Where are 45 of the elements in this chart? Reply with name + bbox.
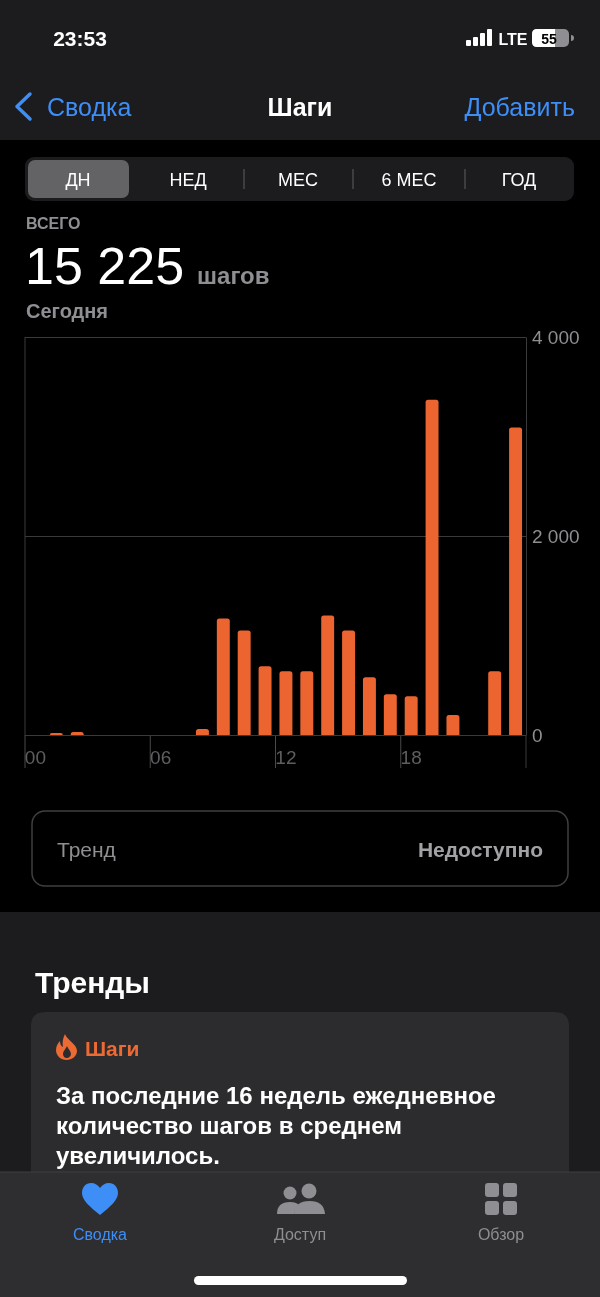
- x-tick-label: 12: [275, 747, 297, 768]
- bar: [321, 615, 335, 735]
- bar: [216, 618, 230, 735]
- bar: [300, 671, 314, 735]
- bar: [279, 671, 293, 735]
- text: За последние 16 недель ежедневное количество шагов в среднем увеличилось.: [56, 1082, 496, 1169]
- x-tick-label: 06: [150, 747, 172, 768]
- bar: [509, 427, 523, 735]
- text: Шаги: [85, 1037, 140, 1060]
- text: Обзор: [477, 1226, 525, 1243]
- bar: [237, 630, 251, 735]
- text: Добавить: [464, 93, 575, 121]
- text: 6 МЕС: [381, 170, 437, 190]
- text: Сегодня: [26, 300, 109, 322]
- text: 23:53: [53, 27, 107, 50]
- bar: [383, 694, 397, 735]
- x-tick-label: 00: [24, 747, 47, 768]
- text: Сводка: [72, 1226, 128, 1243]
- text: ВСЕГО: [26, 215, 81, 232]
- text: шагов: [197, 262, 270, 289]
- bar: [258, 666, 272, 735]
- text: Тренд: [57, 838, 116, 861]
- text: Недоступно: [417, 838, 543, 861]
- bar: [195, 729, 209, 735]
- y-tick-label: 4 000: [532, 326, 580, 348]
- bar: [425, 399, 439, 735]
- text: 55: [541, 31, 557, 47]
- text: 15 225: [25, 237, 185, 295]
- bar: [488, 671, 502, 735]
- text: ГОД: [501, 170, 537, 190]
- bar: [362, 677, 376, 735]
- chart-title: Шаги: [267, 93, 333, 121]
- text: ДН: [65, 170, 91, 190]
- y-tick-label: 0: [532, 724, 543, 746]
- text: МЕС: [278, 170, 318, 190]
- x-tick-label: 18: [400, 747, 422, 768]
- text: Тренды: [35, 966, 150, 999]
- text: НЕД: [169, 170, 207, 190]
- bar: [446, 715, 460, 735]
- y-tick-label: 2 000: [532, 525, 580, 547]
- bar: [404, 696, 418, 735]
- text: LTE: [498, 31, 528, 48]
- text: Сводка: [47, 93, 132, 121]
- bar: [342, 630, 356, 735]
- text: Доступ: [273, 1226, 327, 1243]
